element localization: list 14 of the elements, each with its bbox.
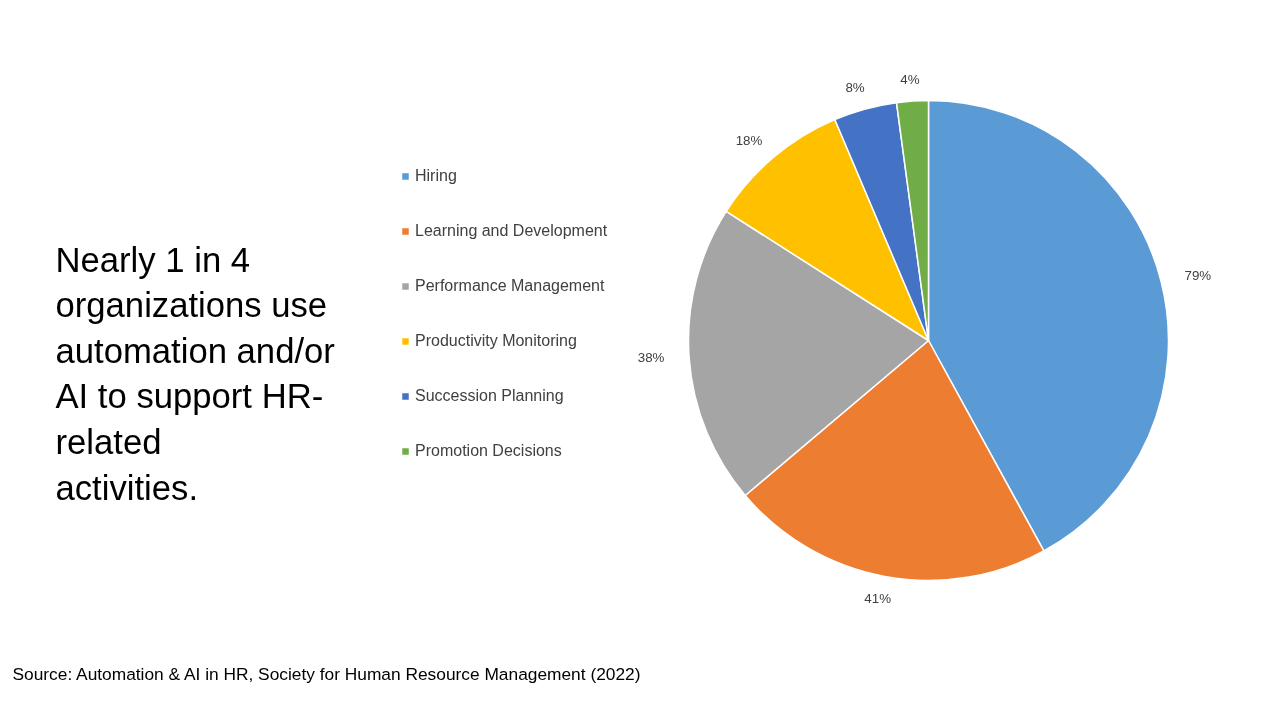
data-label: 8% xyxy=(845,80,865,96)
legend-label: Performance Management xyxy=(415,277,605,295)
data-label: 41% xyxy=(864,590,892,606)
text: Nearly 1 in 4 organizations use automation and/or AI to support HR-related activities. xyxy=(55,240,335,507)
legend-label: Hiring xyxy=(415,167,457,185)
data-label: 38% xyxy=(637,350,665,366)
data-label: 18% xyxy=(735,132,763,148)
legend-label: Productivity Monitoring xyxy=(415,332,577,350)
source-note: Source: Automation & AI in HR, Society for Human Resource Management (2022) xyxy=(12,663,641,684)
legend-label: Promotion Decisions xyxy=(415,442,562,460)
legend-label: Succession Planning xyxy=(415,387,564,405)
data-label: 79% xyxy=(1184,268,1212,284)
legend-label: Learning and Development xyxy=(415,222,608,240)
data-label: 4% xyxy=(900,71,920,87)
